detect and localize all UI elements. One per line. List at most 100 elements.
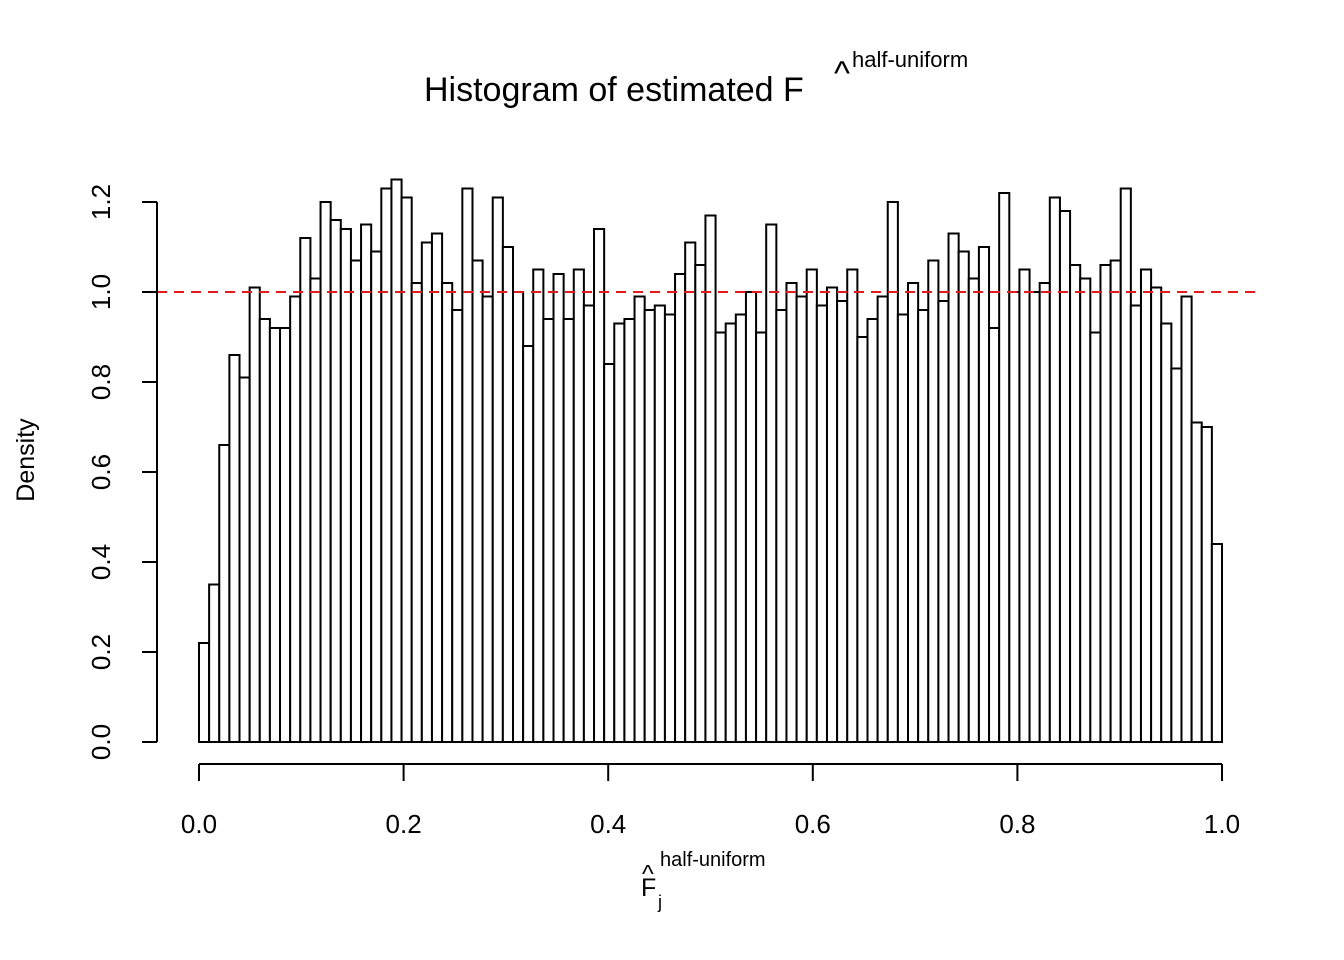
histogram-bar-68	[886, 201, 899, 743]
histogram-bar-87	[1079, 277, 1092, 743]
y-tick-label-2: 0.4	[86, 544, 116, 580]
histogram-bar-9	[289, 295, 302, 743]
x-tick-label-4: 0.8	[999, 809, 1035, 839]
x-tick-label-0: 0.0	[181, 809, 217, 839]
histogram-bar-73	[937, 300, 950, 743]
histogram-bar-79	[998, 192, 1011, 743]
histogram-bar-14	[339, 228, 352, 743]
histogram-bar-23	[430, 232, 444, 743]
histogram-bar-88	[1089, 331, 1102, 743]
histogram-bar-75	[957, 250, 970, 743]
histogram-bar-78	[988, 327, 1001, 743]
histogram-bar-98	[1190, 421, 1203, 743]
histogram-bar-6	[258, 318, 271, 743]
histogram-bar-89	[1099, 264, 1112, 743]
histogram-bar-85	[1058, 210, 1072, 743]
histogram-bar-41	[613, 322, 626, 743]
histogram-bar-25	[451, 309, 464, 743]
histogram-bar-44	[643, 309, 656, 743]
histogram-bar-91	[1119, 187, 1132, 743]
histogram-bar-13	[329, 219, 342, 743]
y-axis-label: Density	[12, 418, 40, 502]
histogram-bar-45	[653, 304, 666, 743]
histogram-bar-33	[532, 268, 545, 743]
histogram-bar-3	[228, 354, 241, 743]
histogram-bar-54	[744, 291, 758, 743]
histogram-bar-22	[420, 241, 433, 743]
y-tick-label-1: 0.2	[86, 634, 116, 670]
histogram-bar-57	[775, 309, 788, 743]
histogram-bar-38	[582, 304, 596, 743]
histogram-bar-74	[947, 232, 960, 743]
histogram-bar-81	[1018, 268, 1031, 743]
histogram-bar-93	[1139, 268, 1153, 743]
histogram-bar-46	[663, 313, 677, 743]
histogram-bar-0	[198, 642, 211, 743]
histogram-bars	[198, 178, 1223, 743]
histogram-bar-76	[967, 277, 980, 743]
histogram-bar-47	[674, 273, 687, 743]
histogram-bar-100	[1210, 543, 1223, 743]
histogram-bar-11	[309, 277, 322, 743]
histogram-bar-86	[1069, 264, 1082, 743]
histogram-bar-71	[917, 309, 930, 743]
title-hat: ^	[834, 55, 850, 93]
histogram-bar-29	[491, 196, 504, 743]
x-tick-label-3: 0.6	[795, 809, 831, 839]
histogram-bar-17	[370, 250, 383, 743]
histogram-bar-55	[755, 331, 768, 743]
y-tick-label-4: 0.8	[86, 364, 116, 400]
x-axis-label-subscript: j	[657, 892, 662, 912]
histogram-bar-97	[1180, 295, 1193, 743]
y-tick-label-5: 1.0	[86, 274, 116, 310]
histogram-bar-51	[714, 331, 727, 743]
histogram-bar-77	[977, 246, 991, 743]
histogram-bar-72	[927, 259, 940, 743]
histogram-bar-34	[542, 318, 555, 743]
histogram-bar-69	[896, 313, 910, 743]
title-superscript: half-uniform	[852, 47, 968, 72]
histogram-bar-67	[876, 295, 889, 743]
histogram-bar-52	[724, 322, 737, 743]
histogram-bar-18	[380, 187, 393, 743]
histogram-bar-66	[866, 318, 879, 743]
histogram-bar-32	[522, 345, 535, 743]
histogram-bar-95	[1160, 322, 1173, 743]
histogram-bar-58	[785, 282, 798, 743]
histogram-bar-28	[481, 295, 494, 743]
histogram-bar-12	[319, 201, 332, 743]
histogram-bar-10	[299, 237, 312, 743]
histogram-bar-15	[349, 259, 363, 743]
histogram-bar-1	[208, 583, 221, 743]
title-main-text: Histogram of estimated F	[424, 71, 804, 109]
y-tick-label-0: 0.0	[86, 724, 116, 760]
x-tick-label-5: 1.0	[1204, 809, 1240, 839]
histogram-bar-42	[623, 318, 636, 743]
histogram-bar-35	[552, 273, 565, 743]
y-tick-label-6: 1.2	[86, 184, 116, 220]
histogram-bar-62	[825, 286, 839, 743]
histogram-bar-37	[572, 268, 585, 743]
histogram-bar-19	[390, 178, 403, 743]
histogram-bar-59	[795, 295, 808, 743]
histogram-bar-61	[815, 304, 828, 743]
chart-title: Histogram of estimated F ^ half-uniform	[424, 47, 968, 109]
x-axis-label-hat: ^	[642, 860, 654, 888]
x-axis-label-symbol: F	[641, 874, 656, 902]
histogram-bar-64	[846, 268, 859, 743]
histogram-bar-50	[704, 214, 717, 743]
histogram-bar-60	[805, 268, 818, 743]
x-tick-label-2: 0.4	[590, 809, 626, 839]
histogram-bar-31	[511, 291, 525, 743]
histogram-bar-7	[268, 327, 282, 743]
histogram-bar-99	[1200, 426, 1213, 743]
x-tick-label-1: 0.2	[386, 809, 422, 839]
histogram-bar-96	[1170, 367, 1183, 743]
histogram-bar-16	[360, 223, 373, 743]
histogram-bar-21	[410, 282, 423, 743]
histogram-bar-63	[836, 300, 849, 743]
histogram-bar-82	[1028, 291, 1041, 743]
x-axis: 0.0 0.2 0.4 0.6 0.8 1.0	[181, 763, 1240, 839]
histogram-bar-40	[603, 363, 616, 743]
